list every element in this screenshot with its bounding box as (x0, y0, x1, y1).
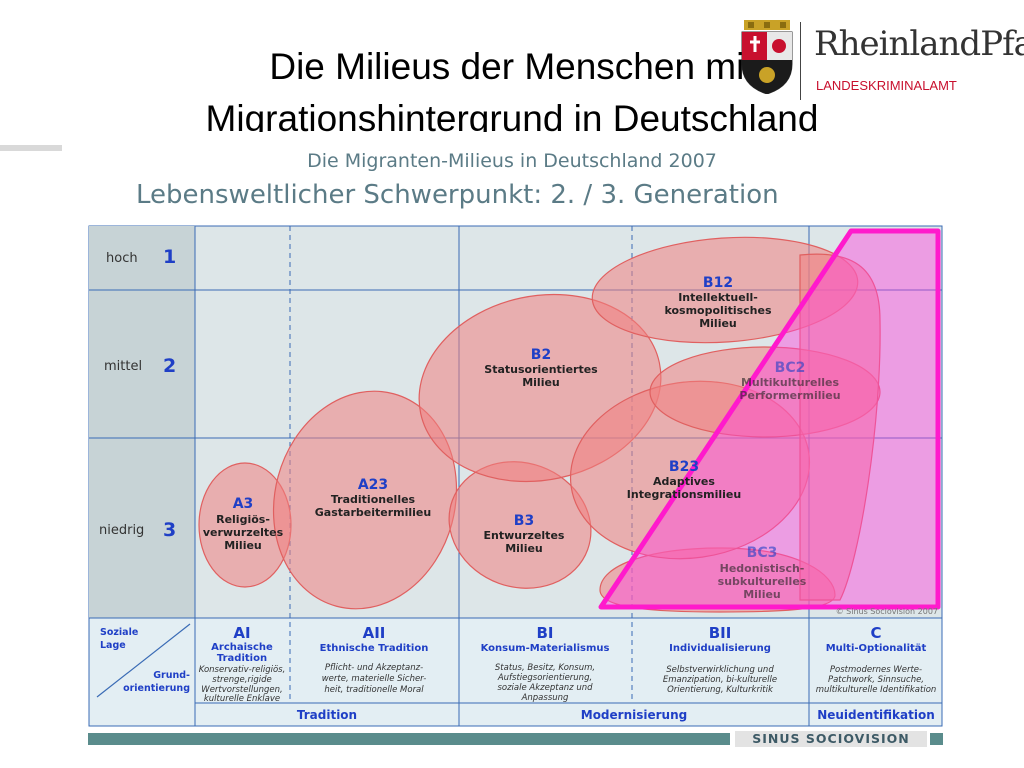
logo-separator (800, 22, 801, 100)
milieu-code-b23: B23 (669, 459, 699, 475)
column-code-bi: BI (536, 624, 553, 642)
milieu-name-b12-3: Milieu (699, 317, 737, 330)
milieu-name-bc3-3: Milieu (743, 588, 781, 601)
milieu-name-bc2-1: Multikulturelles (741, 376, 839, 389)
footer-bar (88, 733, 730, 745)
column-desc-ai-3: Wertvorstellungen, (201, 685, 282, 695)
axis-social-2: Lage (100, 640, 126, 651)
milieu-name-bc3-2: subkulturelles (718, 575, 807, 588)
milieu-name-a3-1: Religiös- (216, 513, 270, 526)
decorative-bar (0, 145, 62, 151)
milieu-name-b3-2: Milieu (505, 542, 543, 555)
highlight-zone-fill (601, 231, 938, 607)
axis-orientation-1: Grund- (153, 670, 190, 681)
milieu-name-a3-3: Milieu (224, 539, 262, 552)
milieu-name-b2-1: Statusorientiertes (484, 363, 598, 376)
highlight-zone-border (598, 228, 941, 610)
column-desc-bi-3: soziale Akzeptanz und (497, 683, 593, 693)
row-number-1: 1 (163, 246, 176, 268)
column-code-ai: AI (233, 624, 250, 642)
band-modernisierung: Modernisierung (581, 708, 687, 722)
milieu-name-a23-2: Gastarbeitermilieu (315, 506, 431, 519)
milieu-name-a23-1: Traditionelles (331, 493, 416, 506)
column-desc-bii-3: Orientierung, Kulturkritik (667, 685, 774, 695)
milieu-code-bc3: BC3 (747, 545, 778, 561)
milieu-code-bc2: BC2 (775, 360, 806, 376)
column-code-c: C (870, 624, 881, 642)
column-name-bii: Individualisierung (669, 643, 771, 654)
milieu-name-a3-2: verwurzeltes (203, 526, 284, 539)
column-desc-aii-3: heit, traditionelle Moral (324, 685, 424, 695)
axis-social-1: Soziale (100, 627, 138, 638)
milieu-name-b12-2: kosmopolitisches (664, 304, 772, 317)
slide-title-line1: Die Milieus der Menschen mit (269, 46, 755, 87)
column-desc-bii-2: Emanzipation, bi-kulturelle (663, 675, 777, 685)
column-desc-bi-1: Status, Besitz, Konsum, (495, 663, 595, 673)
column-desc-ai-4: kulturelle Enklave (204, 694, 280, 704)
footer-brand: SINUS SOCIOVISION (735, 731, 927, 747)
column-name-aii: Ethnische Tradition (320, 643, 429, 654)
logo: RheinlandPfalz LANDESKRIMINALAMT (738, 20, 1024, 100)
milieu-code-b12: B12 (703, 275, 733, 291)
column-desc-c-1: Postmodernes Werte- (830, 665, 922, 675)
column-desc-c-2: Patchwork, Sinnsuche, (828, 675, 924, 685)
milieu-name-b2-2: Milieu (522, 376, 560, 389)
column-desc-aii-2: werte, materielle Sicher- (322, 674, 427, 684)
milieu-name-bc2-2: Performermilieu (739, 389, 840, 402)
column-name-bi: Konsum-Materialismus (481, 643, 610, 654)
diagram-title: Die Migranten-Milieus in Deutschland 200… (307, 150, 717, 172)
column-desc-bi-2: Aufstiegsorientierung, (497, 673, 592, 683)
milieu-name-b23-2: Integrationsmilieu (627, 488, 741, 501)
milieu-code-a23: A23 (358, 477, 388, 493)
row-label-niedrig: niedrig (99, 523, 144, 538)
column-desc-c-3: multikulturelle Identifikation (816, 685, 937, 695)
copyright-note: © Sinus Sociovision 2007 (836, 607, 938, 616)
column-name-ai-1: Archaische (211, 642, 273, 653)
milieu-code-a3: A3 (233, 496, 254, 512)
milieu-name-b3-1: Entwurzeltes (484, 529, 565, 542)
column-name-c: Multi-Optionalität (826, 643, 927, 654)
row-label-hoch: hoch (106, 251, 138, 266)
column-desc-bi-4: Anpassung (521, 693, 569, 703)
milieu-code-b2: B2 (531, 347, 551, 363)
column-name-ai-2: Tradition (217, 653, 267, 664)
column-code-bii: BII (709, 624, 732, 642)
milieu-blob-c (799, 253, 881, 601)
row-label-mittel: mittel (104, 359, 142, 374)
row-number-2: 2 (163, 355, 176, 377)
milieu-name-b23-1: Adaptives (653, 475, 715, 488)
column-desc-ai-2: strenge,rigide (212, 675, 271, 685)
logo-subtitle: LANDESKRIMINALAMT (816, 78, 957, 93)
row-number-3: 3 (163, 519, 176, 541)
milieu-code-b3: B3 (514, 513, 534, 529)
column-code-aii: AII (363, 624, 386, 642)
diagram-subtitle: Lebensweltlicher Schwerpunkt: 2. / 3. Ge… (136, 180, 779, 210)
column-desc-bii-1: Selbstverwirklichung und (666, 665, 774, 675)
column-desc-ai-1: Konservativ-religiös, (199, 665, 286, 675)
coat-of-arms-icon (741, 20, 793, 95)
axis-orientation-2: orientierung (123, 683, 190, 694)
slide-title-line2: Migrationshintergrund in Deutschland (205, 98, 819, 132)
footer-bar-end (930, 733, 943, 745)
band-neuidentifikation: Neuidentifikation (817, 708, 935, 722)
band-tradition: Tradition (297, 708, 357, 722)
column-desc-aii-1: Pflicht- und Akzeptanz- (325, 663, 423, 673)
milieu-name-bc3-1: Hedonistisch- (720, 562, 805, 575)
milieu-name-b12-1: Intellektuell- (678, 291, 758, 304)
logo-name: RheinlandPfalz (814, 24, 1024, 64)
